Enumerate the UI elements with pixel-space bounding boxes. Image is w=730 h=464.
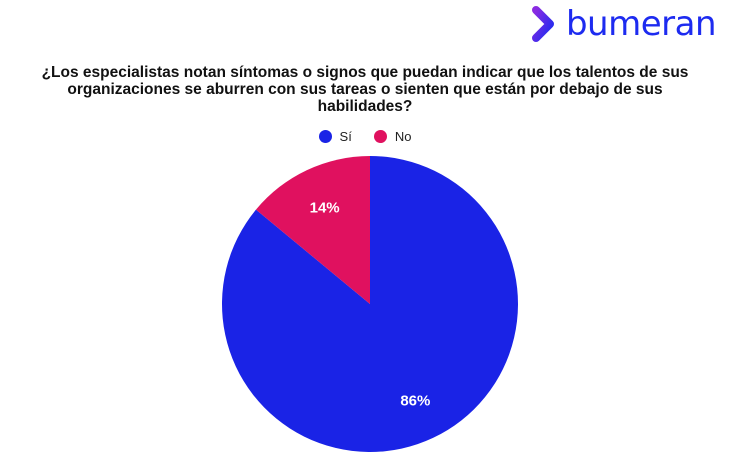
legend-swatch-si [318, 130, 332, 143]
slice-label-si: 86% [400, 392, 430, 409]
chart-legend: Sí No [0, 129, 730, 144]
slice-label-no: 14% [310, 200, 340, 217]
bumeran-chevron-icon [531, 6, 554, 42]
brand-name: bumeran [565, 4, 717, 44]
legend-item-no: No [373, 129, 412, 144]
brand-logo: bumeran [531, 4, 717, 44]
slice-no [255, 156, 370, 304]
legend-label-si: Sí [339, 129, 352, 144]
legend-swatch-no [373, 130, 387, 143]
chart-title: ¿Los especialistas notan síntomas o sign… [41, 64, 689, 115]
legend-label-no: No [394, 129, 412, 144]
slice-si [222, 156, 519, 452]
legend-item-si: Sí [318, 129, 352, 144]
